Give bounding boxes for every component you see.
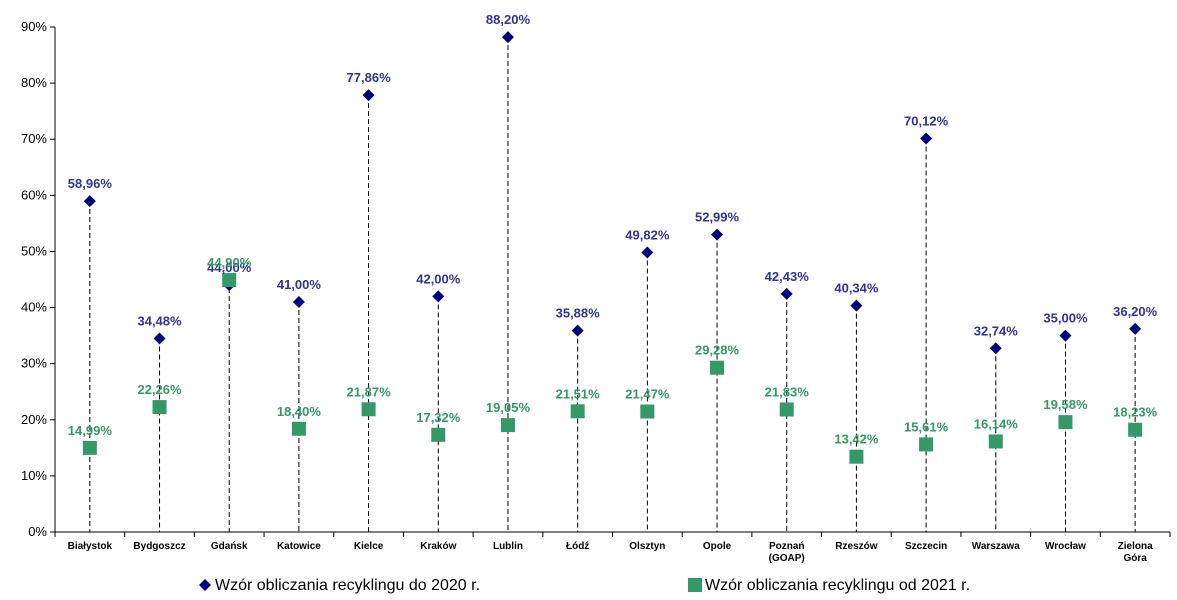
x-tick-label: Gdańsk	[211, 541, 248, 552]
x-tick-label: Bydgoszcz	[133, 541, 185, 552]
diamond-marker	[571, 324, 584, 337]
y-tick-label: 70%	[21, 131, 47, 146]
diamond-marker	[850, 299, 863, 312]
data-label: 14,99%	[68, 423, 113, 438]
x-tick-label: Rzeszów	[835, 541, 877, 552]
data-label: 18,40%	[277, 404, 322, 419]
data-label: 34,48%	[137, 314, 182, 329]
square-marker	[291, 421, 306, 436]
diamond-marker	[83, 195, 96, 208]
data-label: 44,90%	[207, 255, 252, 270]
x-tick-label: Lublin	[493, 541, 523, 552]
data-label: 32,74%	[974, 323, 1019, 338]
data-marks	[82, 31, 1143, 464]
data-label: 41,00%	[277, 277, 322, 292]
data-label: 13,42%	[834, 432, 879, 447]
square-marker	[361, 402, 376, 417]
x-tick-label: Zielona Góra	[1118, 541, 1153, 564]
legend-label: Wzór obliczania recyklingu od 2021 r.	[705, 577, 970, 594]
diamond-marker	[641, 246, 654, 259]
x-tick-label: Wrocław	[1045, 541, 1086, 552]
x-tick-label: Katowice	[277, 541, 321, 552]
x-tick-label: Opole	[703, 541, 732, 552]
diamond-marker	[501, 31, 514, 44]
data-label: 58,96%	[68, 176, 113, 191]
data-label: 35,88%	[556, 306, 601, 321]
data-label: 49,82%	[625, 227, 670, 242]
x-tick-label: Łódź	[566, 541, 589, 552]
x-tick-label: Warszawa	[972, 541, 1020, 552]
x-tick-label: Poznań (GOAP)	[769, 541, 805, 564]
y-tick-label: 40%	[21, 300, 47, 315]
data-label: 52,99%	[695, 210, 740, 225]
y-tick-label: 10%	[21, 468, 47, 483]
data-label: 18,23%	[1113, 405, 1158, 420]
diamond-marker	[153, 332, 166, 345]
data-label: 77,86%	[347, 70, 392, 85]
data-label: 19,05%	[486, 400, 531, 415]
data-labels: 58,96% 34,48% 44,00% 41,00% 77,86% 42,00% 88,2…	[68, 12, 1158, 447]
data-label: 44,00%	[207, 260, 252, 275]
y-tick-label: 80%	[21, 75, 47, 90]
x-tick-label: Białystok	[68, 541, 113, 552]
square-marker	[152, 400, 167, 415]
data-label: 36,20%	[1113, 304, 1158, 319]
data-label: 21,51%	[556, 386, 601, 401]
square-marker	[570, 404, 585, 419]
data-label: 21,47%	[625, 387, 670, 402]
square-marker	[988, 434, 1003, 449]
y-tick-label: 20%	[21, 412, 47, 427]
y-tick-label: 60%	[21, 187, 47, 202]
square-marker	[710, 360, 725, 375]
diamond-marker	[711, 228, 724, 241]
legend-diamond-icon	[199, 579, 211, 591]
data-label: 42,00%	[416, 271, 461, 286]
legend-square-icon	[688, 578, 702, 592]
diamond-marker	[1129, 322, 1142, 335]
data-label: 16,14%	[974, 416, 1019, 431]
data-label: 88,20%	[486, 12, 531, 27]
diamond-marker	[292, 295, 305, 308]
x-tick-label: Szczecin	[905, 541, 947, 552]
diamond-marker	[989, 342, 1002, 355]
data-label: 42,43%	[765, 269, 810, 284]
data-label: 21,87%	[347, 384, 392, 399]
data-label: 29,28%	[695, 343, 740, 358]
y-tick-label: 0%	[28, 524, 47, 539]
legend-label: Wzór obliczania recyklingu do 2020 r.	[215, 577, 480, 594]
x-tick-label: Kielce	[354, 541, 384, 552]
x-tick-label: Kraków	[420, 541, 456, 552]
data-label: 40,34%	[834, 281, 879, 296]
square-marker	[1058, 415, 1073, 430]
data-label: 22,26%	[137, 382, 182, 397]
data-label: 21,83%	[765, 385, 810, 400]
square-marker	[1128, 422, 1143, 437]
square-marker	[779, 402, 794, 417]
data-label: 35,00%	[1043, 311, 1088, 326]
square-marker	[919, 437, 934, 452]
drop-lines	[89, 37, 1136, 532]
square-marker	[640, 404, 655, 419]
y-tick-label: 90%	[21, 19, 47, 34]
square-marker	[500, 418, 515, 433]
diamond-marker	[362, 89, 375, 102]
diamond-marker	[1059, 329, 1072, 342]
x-tick-label: Olsztyn	[629, 541, 665, 552]
axes: 0% 10% 20% 30% 40% 50% 60% 70% 80% 90% Białystok By…	[21, 19, 1171, 564]
data-label: 17,32%	[416, 410, 461, 425]
diamond-marker	[780, 287, 793, 300]
y-tick-label: 30%	[21, 356, 47, 371]
square-marker	[431, 427, 446, 442]
diamond-marker	[432, 290, 445, 303]
y-tick-label: 50%	[21, 243, 47, 258]
data-label: 15,61%	[904, 419, 949, 434]
square-marker	[82, 440, 97, 455]
square-marker	[849, 449, 864, 464]
diamond-marker	[920, 132, 933, 145]
data-label: 70,12%	[904, 114, 949, 129]
legend: Wzór obliczania recyklingu do 2020 r. Wzó…	[199, 577, 970, 594]
square-marker	[222, 273, 237, 288]
data-label: 19,58%	[1043, 397, 1088, 412]
